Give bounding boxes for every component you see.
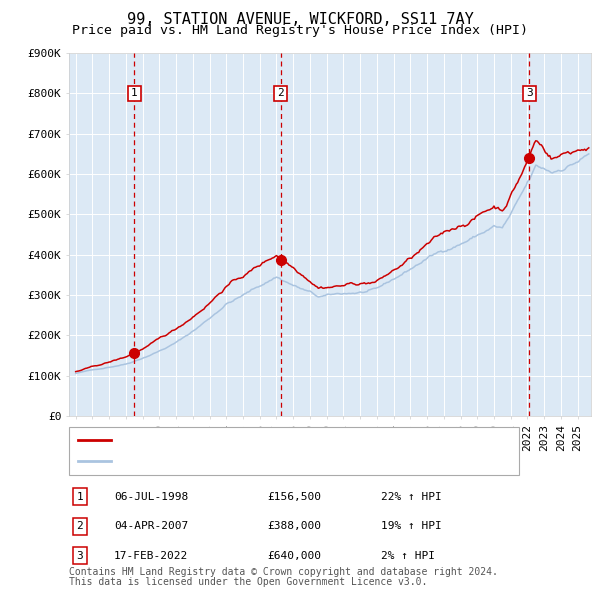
Text: Price paid vs. HM Land Registry's House Price Index (HPI): Price paid vs. HM Land Registry's House … xyxy=(72,24,528,37)
Text: 19% ↑ HPI: 19% ↑ HPI xyxy=(381,522,442,531)
Text: £388,000: £388,000 xyxy=(267,522,321,531)
Text: 2: 2 xyxy=(76,522,83,531)
Text: 1: 1 xyxy=(131,88,138,99)
Text: 99, STATION AVENUE, WICKFORD, SS11 7AY (detached house): 99, STATION AVENUE, WICKFORD, SS11 7AY (… xyxy=(117,435,488,445)
Text: 1: 1 xyxy=(76,492,83,502)
Text: £156,500: £156,500 xyxy=(267,492,321,502)
Text: HPI: Average price, detached house, Basildon: HPI: Average price, detached house, Basi… xyxy=(117,457,414,467)
Text: 2: 2 xyxy=(277,88,284,99)
Text: 22% ↑ HPI: 22% ↑ HPI xyxy=(381,492,442,502)
Text: 99, STATION AVENUE, WICKFORD, SS11 7AY: 99, STATION AVENUE, WICKFORD, SS11 7AY xyxy=(127,12,473,27)
Text: 06-JUL-1998: 06-JUL-1998 xyxy=(114,492,188,502)
Text: 04-APR-2007: 04-APR-2007 xyxy=(114,522,188,531)
Text: 3: 3 xyxy=(76,551,83,560)
Text: This data is licensed under the Open Government Licence v3.0.: This data is licensed under the Open Gov… xyxy=(69,577,427,587)
Text: Contains HM Land Registry data © Crown copyright and database right 2024.: Contains HM Land Registry data © Crown c… xyxy=(69,567,498,577)
Text: 3: 3 xyxy=(526,88,533,99)
Text: 2% ↑ HPI: 2% ↑ HPI xyxy=(381,551,435,560)
Text: 17-FEB-2022: 17-FEB-2022 xyxy=(114,551,188,560)
Text: £640,000: £640,000 xyxy=(267,551,321,560)
